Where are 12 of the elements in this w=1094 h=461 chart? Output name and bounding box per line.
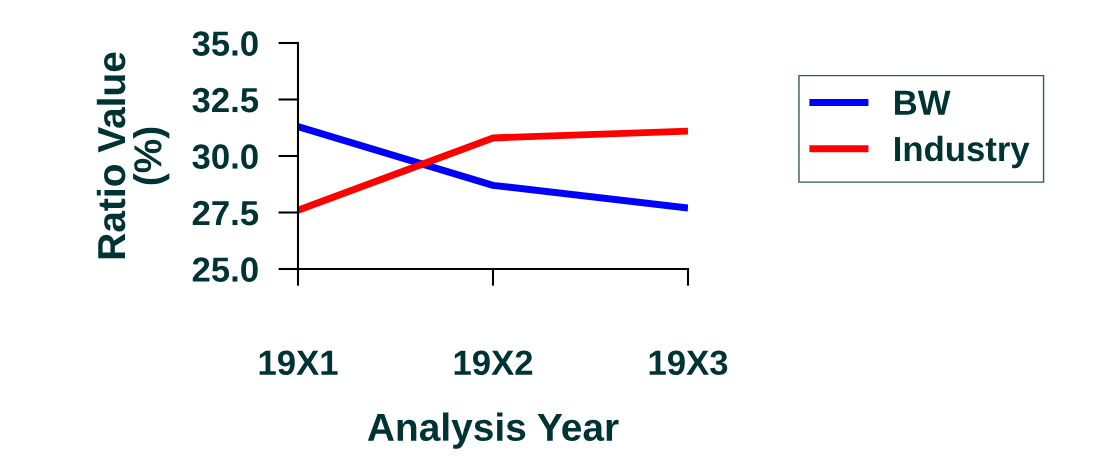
y-tick-label: 35.0 <box>192 31 258 56</box>
y-tick-label: 27.5 <box>192 200 259 226</box>
x-tick-label: 19X1 <box>259 350 338 376</box>
x-tick-label: 19X3 <box>649 350 728 376</box>
y-tick-label: 32.5 <box>192 87 259 113</box>
y-tick-label: 30.0 <box>192 144 258 169</box>
y-axis-title: Ratio Value (%) <box>96 52 170 259</box>
legend-label: Industry <box>895 135 1030 169</box>
x-axis-title: Analysis Year <box>367 412 619 449</box>
legend-label: BW <box>895 90 951 115</box>
y-tick-label: 25.0 <box>192 257 258 282</box>
x-tick-label: 19X2 <box>454 350 533 376</box>
